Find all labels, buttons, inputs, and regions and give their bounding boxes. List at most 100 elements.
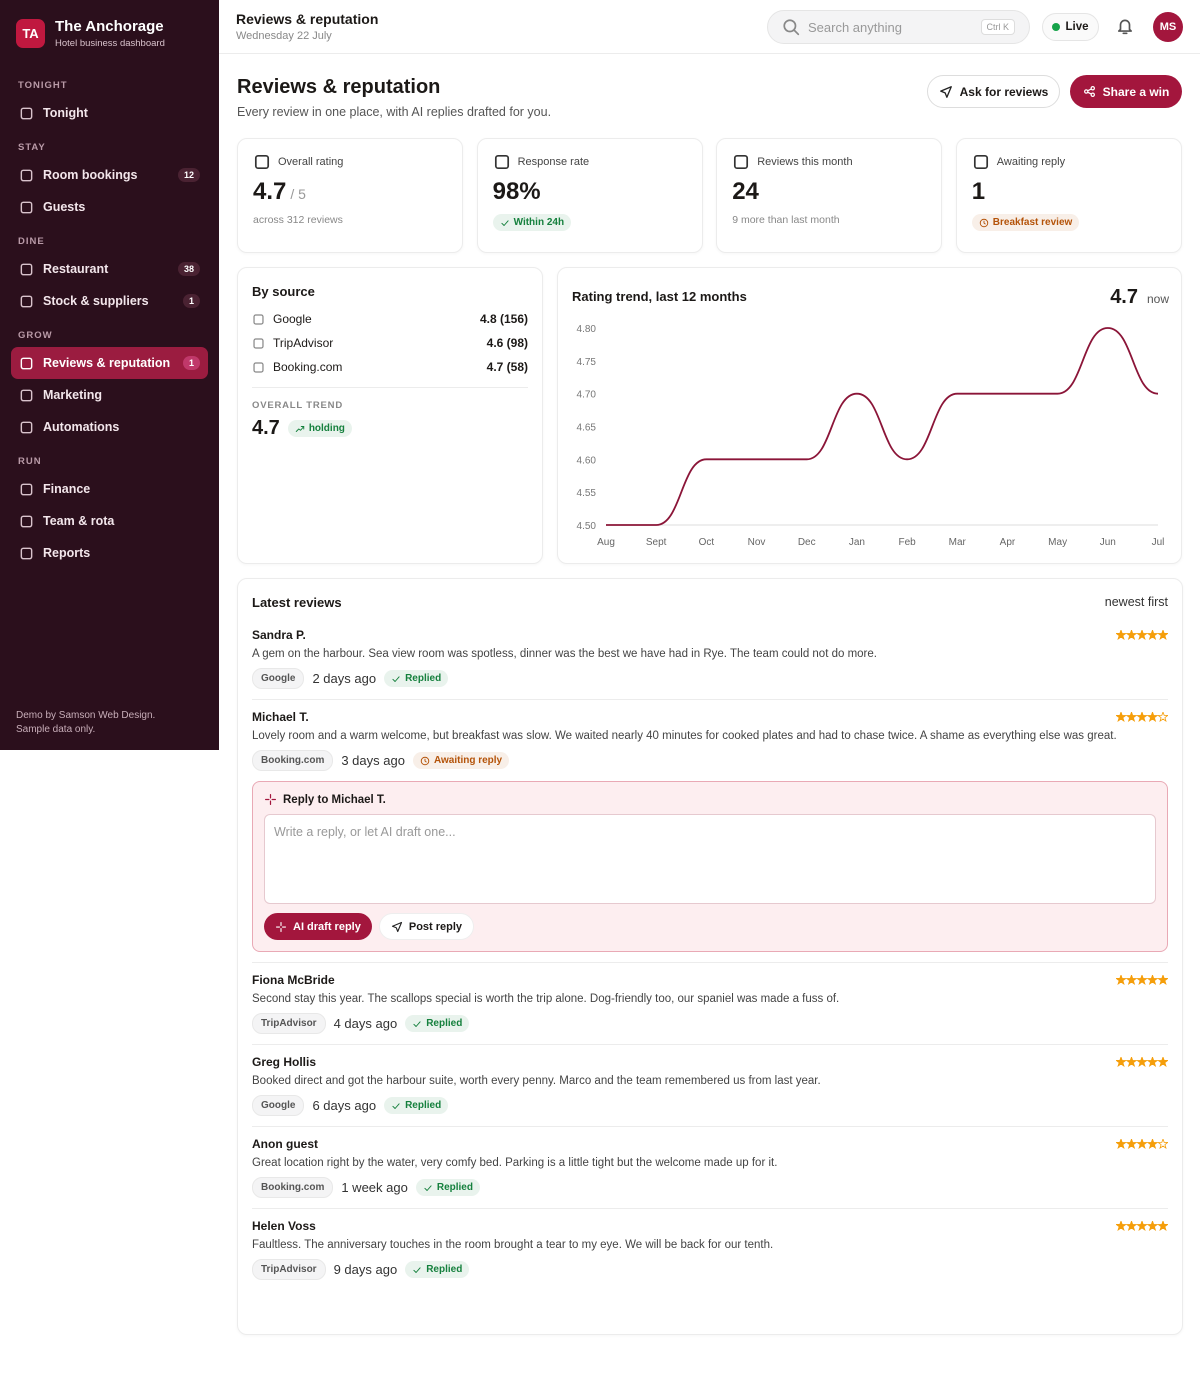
review: Michael T. Lovely room and a warm welcome… — [252, 700, 1168, 963]
nav-item[interactable]: Restaurant 38 — [11, 253, 208, 285]
icon — [20, 483, 33, 495]
review: Fiona McBride Second stay this year. The … — [252, 963, 1168, 1045]
sidebar: TA The Anchorage Hotel business dashboard T… — [0, 0, 219, 750]
nav-item[interactable]: Room bookings 12 — [11, 159, 208, 191]
ask-button[interactable]: Ask for reviews — [927, 75, 1060, 108]
star — [1125, 712, 1138, 722]
nav-item[interactable]: Team & rota — [11, 505, 208, 537]
nav-item[interactable]: Stock & suppliers 1 — [11, 285, 208, 317]
live-status[interactable]: Live — [1042, 13, 1099, 41]
share-button[interactable]: Share a win — [1070, 75, 1182, 108]
nav-section-title: GROW — [18, 330, 53, 341]
icon-part — [1086, 91, 1092, 95]
nav-item[interactable]: Automations — [11, 411, 208, 443]
review-author: Helen Voss — [252, 1219, 316, 1233]
icon-part — [254, 154, 270, 170]
nav-item[interactable]: Tonight — [11, 97, 208, 129]
star — [1157, 1139, 1168, 1149]
review-meta: Google 6 days ago Replied — [252, 1095, 1168, 1116]
nav-label: Stock & suppliers — [43, 294, 149, 308]
avatar[interactable]: MS — [1153, 12, 1183, 42]
star — [1157, 1221, 1168, 1231]
nav-section-title: STAY — [18, 142, 46, 153]
stars — [1116, 1139, 1168, 1149]
shortcut: Ctrl K — [980, 19, 1015, 35]
icon — [254, 154, 270, 170]
nav-section-title: DINE — [18, 236, 45, 247]
trend-row: 4.7 holding — [252, 417, 528, 440]
current-label: now — [1147, 292, 1169, 306]
stat-label: Awaiting reply — [996, 156, 1066, 168]
reviews-card: Latest reviews newest first Sandra P. A gem… — [237, 578, 1183, 1335]
icon — [20, 421, 33, 433]
star — [1157, 975, 1168, 985]
reviews-title: Latest reviews — [252, 595, 342, 610]
star — [1125, 630, 1138, 640]
status-pill: Breakfast review — [971, 214, 1080, 231]
review-meta: Booking.com 3 days ago Awaiting reply — [252, 750, 1168, 771]
review-meta: Booking.com 1 week ago Replied — [252, 1177, 1168, 1198]
page-title: Reviews & reputation — [237, 76, 441, 98]
pill-label: Replied — [426, 1264, 463, 1275]
review-source: Booking.com — [252, 750, 334, 771]
icon-part — [734, 154, 749, 170]
x-tick-label: Feb — [898, 537, 916, 548]
post-reply-button[interactable]: Post reply — [378, 913, 475, 940]
nav-item[interactable]: Reports — [11, 537, 208, 569]
review-text: Great location right by the water, very … — [252, 1157, 778, 1169]
icon-part — [501, 219, 509, 226]
divider — [252, 387, 528, 388]
icon — [494, 154, 509, 170]
icon-part — [793, 29, 800, 36]
x-tick-label: Jan — [849, 537, 865, 548]
search-box[interactable]: Search anything Ctrl K — [767, 10, 1030, 44]
icon-part — [20, 515, 33, 527]
notifications[interactable] — [1116, 17, 1134, 40]
nav-item[interactable]: Guests — [11, 191, 208, 223]
icon-part — [939, 85, 952, 98]
stat-note: 9 more than last month — [732, 214, 840, 226]
icon-part — [20, 483, 33, 495]
review-head: Sandra P. — [252, 628, 1168, 642]
icon — [392, 1102, 400, 1109]
nav-item[interactable]: Reviews & reputation 1 — [11, 347, 208, 379]
pill-label: Awaiting reply — [433, 755, 503, 766]
brand-row: TA The Anchorage Hotel business dashboard — [11, 18, 208, 49]
icon — [734, 154, 749, 170]
icon-part — [983, 220, 986, 224]
icon-part — [20, 421, 33, 433]
nav-item[interactable]: Finance — [11, 473, 208, 505]
icon — [253, 337, 264, 349]
icon — [424, 1184, 432, 1191]
status-pill: Replied — [415, 1179, 480, 1196]
stat-value: 24 — [732, 178, 926, 206]
reply-input[interactable]: Write a reply, or let AI draft one... — [264, 814, 1156, 904]
icon — [413, 1020, 421, 1027]
nav-label: Room bookings — [43, 168, 138, 182]
x-tick-label: Oct — [699, 537, 715, 548]
star — [1116, 630, 1127, 640]
x-tick-label: Mar — [949, 537, 967, 548]
stat-card: Response rate 98% Within 24h — [476, 138, 703, 253]
stat-card: Reviews this month 24 9 more than last mon… — [716, 138, 943, 253]
review-source: TripAdvisor — [252, 1013, 326, 1034]
reply-buttons: AI draft reply Post reply — [264, 913, 1156, 940]
icon-part — [253, 337, 264, 349]
nav-item[interactable]: Marketing — [11, 379, 208, 411]
icon-part — [300, 425, 305, 429]
icon-part — [979, 218, 989, 227]
stars — [1116, 712, 1168, 722]
review-source: Google — [252, 1095, 305, 1116]
star — [1146, 1057, 1159, 1067]
icon-part — [295, 425, 305, 432]
y-tick-label: 4.55 — [577, 488, 597, 499]
brand-tagline: Hotel business dashboard — [55, 38, 165, 49]
ai-draft-button[interactable]: AI draft reply — [264, 913, 372, 940]
y-tick-label: 4.80 — [577, 324, 597, 335]
stat-badge-row: Within 24h — [492, 214, 687, 233]
reviews-sort[interactable]: newest first — [1104, 595, 1168, 609]
icon-part — [392, 1102, 400, 1109]
icon-part — [1117, 19, 1133, 32]
review-source: Google — [252, 668, 305, 689]
